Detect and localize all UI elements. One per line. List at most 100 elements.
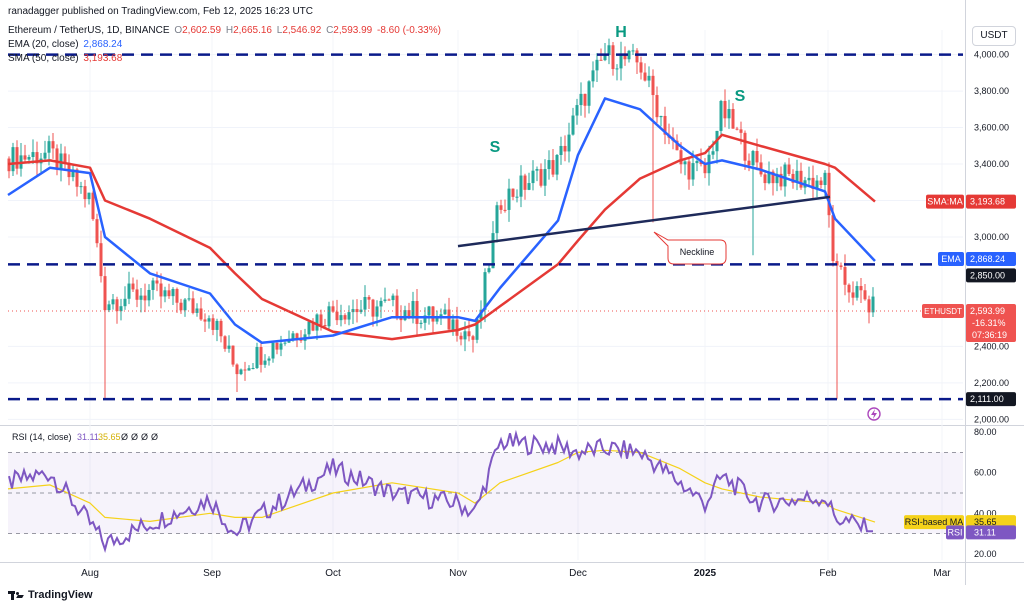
last-price-change: -16.31% xyxy=(972,318,1006,328)
candle-body xyxy=(15,147,19,169)
candle-body xyxy=(467,331,471,337)
candle-body xyxy=(507,188,511,210)
candle-body xyxy=(863,290,867,300)
candle-body xyxy=(559,145,563,155)
candle-body xyxy=(91,192,95,220)
candle-body xyxy=(191,298,195,313)
candle-body xyxy=(391,295,395,301)
candle-body xyxy=(175,288,179,303)
sma-price-tag-tag-label: SMA:MA xyxy=(927,197,963,207)
candle-body xyxy=(471,336,475,340)
candle-body xyxy=(299,339,303,341)
candle-body xyxy=(387,299,391,301)
symbol-tag-label: ETHUSDT xyxy=(924,307,962,316)
candle-body xyxy=(867,299,871,313)
candle-body xyxy=(363,297,367,310)
open-label: O xyxy=(174,25,183,36)
candle-body xyxy=(151,280,155,290)
candle-body xyxy=(319,314,323,326)
candle-body xyxy=(291,333,295,340)
time-axis-label: Feb xyxy=(819,568,837,579)
sma-legend-row[interactable]: SMA (50, close) 3,193.68 xyxy=(8,52,441,66)
rsi-extra-value: Ø xyxy=(131,432,138,442)
candle-body xyxy=(851,292,855,298)
candle-body xyxy=(443,309,447,315)
candle-body xyxy=(815,180,819,189)
time-axis-label: Aug xyxy=(81,568,99,579)
candle-body xyxy=(435,316,439,322)
candle-body xyxy=(87,192,91,200)
candle-body xyxy=(207,318,211,322)
rsi-extra-value: Ø xyxy=(121,432,128,442)
ema-legend-label: EMA (20, close) xyxy=(8,39,79,50)
neckline-label: Neckline xyxy=(680,247,715,257)
candle-body xyxy=(71,169,75,178)
candle-body xyxy=(519,175,523,197)
candle-body xyxy=(751,151,755,166)
sma-price-tag-tag-bg xyxy=(926,194,964,209)
candle-body xyxy=(255,346,259,369)
candle-body xyxy=(623,53,627,60)
candle-body xyxy=(315,314,319,331)
candle-body xyxy=(619,53,623,69)
candle-body xyxy=(251,368,255,370)
candle-body xyxy=(719,100,723,131)
candle-body xyxy=(759,162,763,175)
price-tick-label: 3,600.00 xyxy=(974,123,1009,133)
ema-legend-row[interactable]: EMA (20, close) 2,868.24 xyxy=(8,38,441,52)
candle-body xyxy=(259,346,263,365)
currency-button[interactable]: USDT xyxy=(972,26,1016,46)
candle-body xyxy=(83,186,87,200)
candle-body xyxy=(823,172,827,185)
candle-body xyxy=(775,173,779,184)
candle-body xyxy=(743,132,747,161)
rsi-legend-value: 31.11 xyxy=(77,432,99,442)
candle-body xyxy=(627,50,631,60)
candle-body xyxy=(547,160,551,170)
price-tick-label: 2,200.00 xyxy=(974,378,1009,388)
neckline-callout xyxy=(653,231,727,265)
candle-body xyxy=(115,299,119,312)
left-shoulder-label: S xyxy=(490,139,501,156)
close-label: C xyxy=(326,25,334,36)
candle-body xyxy=(615,68,619,70)
brand-name: TradingView xyxy=(28,589,93,601)
candle-body xyxy=(367,297,371,300)
candle-body xyxy=(683,161,687,165)
rsi-line xyxy=(8,429,873,553)
symbol-legend-row[interactable]: Ethereum / TetherUS, 1D, BINANCE O2,602.… xyxy=(8,24,441,38)
candle-body xyxy=(779,173,783,187)
candle-body xyxy=(603,55,607,61)
price-tick-label: 3,000.00 xyxy=(974,232,1009,242)
candle-body xyxy=(243,369,247,371)
high-label: H xyxy=(225,25,234,36)
candle-body xyxy=(735,128,739,130)
candle-body xyxy=(791,173,795,183)
candle-body xyxy=(827,172,831,216)
candle-body xyxy=(203,319,207,322)
candle-body xyxy=(451,319,455,330)
candle-body xyxy=(703,164,707,174)
candle-body xyxy=(503,209,507,211)
candle-body xyxy=(723,100,727,119)
candle-body xyxy=(567,134,571,152)
candle-body xyxy=(99,243,103,277)
candle-body xyxy=(483,272,487,310)
candle-body xyxy=(695,160,699,164)
candle-body xyxy=(839,265,843,268)
candle-body xyxy=(231,345,235,365)
rsi-ma-legend-value: 35.65 xyxy=(98,432,121,442)
rsi-tick-label: 20.00 xyxy=(974,549,997,559)
rsi-tag-label: RSI xyxy=(947,527,962,537)
symbol-tag-bg xyxy=(922,304,964,319)
candle-body xyxy=(487,268,491,273)
candle-body xyxy=(395,295,399,317)
candle-body xyxy=(375,306,379,317)
footer-brand[interactable]: TradingView xyxy=(8,589,93,601)
rsi-ma-value-tag: 35.65 xyxy=(974,517,997,527)
candle-body xyxy=(43,152,47,159)
candle-body xyxy=(459,335,463,340)
candle-body xyxy=(331,306,335,312)
candle-body xyxy=(831,215,835,262)
